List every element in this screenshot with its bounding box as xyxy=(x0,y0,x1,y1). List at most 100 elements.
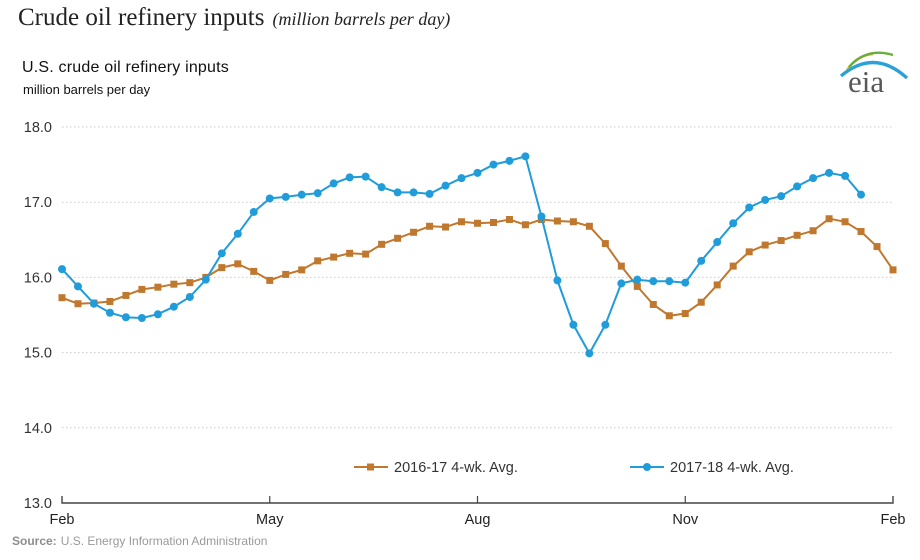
y-axis-tick-label: 17.0 xyxy=(24,195,52,211)
data-point-marker-circle xyxy=(681,278,690,287)
x-axis-tick-label: Nov xyxy=(672,512,699,528)
page-title-text: Crude oil refinery inputs xyxy=(18,4,265,31)
data-point-marker-circle xyxy=(729,219,738,228)
data-point-marker-square xyxy=(649,300,657,308)
x-axis-tick-label: Aug xyxy=(465,512,491,528)
series-line-2016-17 xyxy=(61,217,894,317)
source-text: U.S. Energy Information Administration xyxy=(60,534,268,548)
data-point-marker-square xyxy=(314,257,322,265)
eia-logo-blue-arc xyxy=(839,60,909,80)
data-point-marker-circle xyxy=(809,174,818,183)
data-point-marker-circle xyxy=(329,179,338,188)
data-point-marker-square xyxy=(282,270,290,278)
data-point-marker-circle xyxy=(73,282,82,291)
data-point-marker-circle xyxy=(841,171,850,180)
y-axis-tick-label: 14.0 xyxy=(24,421,52,437)
data-point-marker-square xyxy=(793,231,801,239)
data-point-marker-circle xyxy=(297,190,306,199)
data-point-marker-circle xyxy=(105,308,114,317)
x-axis-tick-label: May xyxy=(256,512,284,528)
data-point-marker-circle xyxy=(345,173,354,182)
data-point-marker-square xyxy=(585,222,593,230)
data-point-marker-circle xyxy=(457,174,466,183)
data-point-marker-square xyxy=(474,219,481,227)
data-point-marker-circle xyxy=(761,195,770,204)
data-point-marker-circle xyxy=(793,182,802,191)
data-point-marker-square xyxy=(426,222,434,230)
data-point-marker-circle xyxy=(489,160,498,169)
data-point-marker-square xyxy=(458,218,466,226)
eia-logo: eia xyxy=(836,44,912,105)
data-point-marker-square xyxy=(138,285,146,293)
data-point-marker-circle xyxy=(425,189,434,198)
series-line-2017-18 xyxy=(61,155,862,356)
data-point-marker-square xyxy=(170,280,178,288)
data-point-marker-square xyxy=(234,260,242,268)
data-point-marker-circle xyxy=(361,172,370,181)
data-point-marker-square xyxy=(521,221,529,229)
data-point-marker-square xyxy=(681,309,689,317)
data-point-marker-square xyxy=(665,312,673,320)
data-point-marker-square xyxy=(346,249,354,257)
data-point-marker-circle xyxy=(633,275,642,284)
data-point-marker-square xyxy=(266,276,274,284)
data-point-marker-circle xyxy=(58,265,66,274)
page-title: Crude oil refinery inputs (million barrel… xyxy=(18,4,450,32)
data-point-marker-circle xyxy=(537,212,546,221)
data-point-marker-circle xyxy=(665,277,674,286)
data-point-marker-square xyxy=(697,298,705,306)
data-point-marker-square xyxy=(569,218,577,226)
data-point-marker-circle xyxy=(569,320,578,329)
data-point-marker-square xyxy=(154,283,162,291)
chart-title: U.S. crude oil refinery inputs xyxy=(22,59,229,76)
data-point-marker-circle xyxy=(137,314,146,323)
data-point-marker-circle xyxy=(313,189,322,198)
data-point-marker-square xyxy=(505,215,513,223)
data-point-marker-square xyxy=(122,291,130,299)
data-point-marker-circle xyxy=(697,256,706,265)
page-title-note: (million barrels per day) xyxy=(272,9,451,29)
data-point-marker-circle xyxy=(825,168,834,177)
data-point-marker-square xyxy=(713,281,721,289)
y-axis-tick-label: 15.0 xyxy=(24,346,52,362)
x-axis-tick-label: Feb xyxy=(881,512,906,528)
data-point-marker-square xyxy=(809,227,817,235)
data-point-marker-square xyxy=(362,250,370,258)
data-point-marker-circle xyxy=(505,156,514,165)
legend-label: 2017-18 4-wk. Avg. xyxy=(670,460,794,476)
data-point-marker-circle xyxy=(169,302,178,311)
data-point-marker-circle xyxy=(185,292,194,301)
data-point-marker-square xyxy=(330,253,338,261)
data-point-marker-circle xyxy=(601,320,610,329)
data-point-marker-square xyxy=(553,217,561,225)
data-point-marker-square xyxy=(889,266,897,274)
data-point-marker-square xyxy=(250,267,258,275)
data-point-marker-circle xyxy=(649,277,658,286)
data-point-marker-square xyxy=(410,228,418,236)
data-point-marker-circle xyxy=(201,275,210,284)
data-point-marker-square xyxy=(106,297,114,305)
source-label: Source: xyxy=(12,534,57,548)
data-point-marker-square xyxy=(601,240,609,248)
data-point-marker-circle xyxy=(745,203,754,212)
data-point-marker-circle xyxy=(777,192,786,201)
data-point-marker-square xyxy=(841,218,849,226)
data-point-marker-square xyxy=(633,282,641,290)
data-point-marker-circle xyxy=(153,310,162,319)
y-axis-tick-label: 13.0 xyxy=(24,496,52,512)
data-point-marker-circle xyxy=(441,181,450,190)
data-point-marker-square xyxy=(617,262,625,270)
data-point-marker-square xyxy=(745,248,753,256)
data-point-marker-square xyxy=(186,279,194,287)
data-point-marker-square xyxy=(394,234,402,242)
data-point-marker-square xyxy=(873,243,881,251)
x-axis-tick-label: Feb xyxy=(50,512,75,528)
data-point-marker-square xyxy=(58,294,66,302)
chart-units-label: million barrels per day xyxy=(23,82,151,97)
data-point-marker-square xyxy=(825,215,833,223)
data-point-marker-circle xyxy=(617,279,626,288)
data-point-marker-circle xyxy=(121,313,130,322)
legend-label: 2016-17 4-wk. Avg. xyxy=(394,460,518,476)
